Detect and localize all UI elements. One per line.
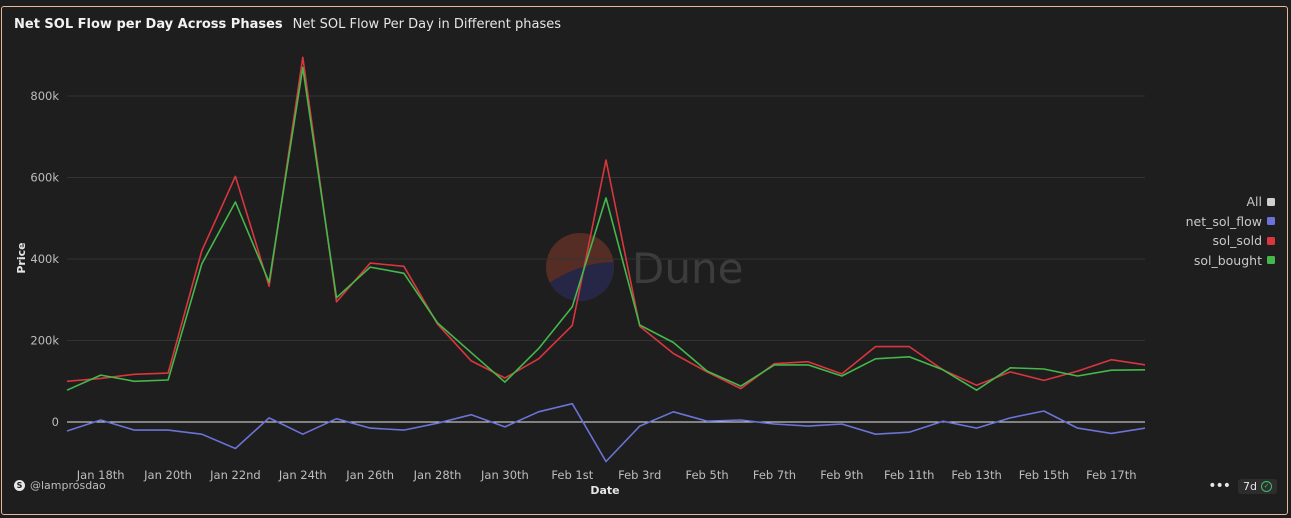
legend-label: sol_sold bbox=[1212, 233, 1262, 249]
x-tick-label: Feb 5th bbox=[685, 468, 728, 482]
dune-watermark: Dune bbox=[546, 233, 743, 301]
dune-logo-icon: S bbox=[14, 480, 25, 491]
legend-label: All bbox=[1246, 194, 1263, 210]
watermark-text: Dune bbox=[632, 244, 743, 293]
legend-swatch bbox=[1267, 256, 1275, 265]
more-options-icon[interactable]: ••• bbox=[1208, 478, 1231, 494]
x-tick-label: Feb 15th bbox=[1019, 468, 1069, 482]
time-range-label: 7d bbox=[1243, 479, 1257, 493]
x-tick-label: Feb 17th bbox=[1086, 468, 1136, 482]
chart-card: Net SOL Flow per Day Across Phases Net S… bbox=[1, 6, 1288, 515]
legend-item-all[interactable]: All bbox=[1186, 192, 1275, 212]
x-tick-label: Jan 24th bbox=[278, 468, 327, 482]
x-tick-label: Feb 7th bbox=[753, 468, 796, 482]
y-tick-label: 800k bbox=[30, 89, 59, 103]
grid-lines bbox=[67, 95, 1145, 423]
y-tick-label: 0 bbox=[52, 415, 59, 429]
y-axis-label: Price bbox=[15, 242, 28, 273]
y-tick-label: 600k bbox=[30, 171, 59, 185]
x-tick-label: Jan 20th bbox=[143, 468, 192, 482]
legend-item-net-sol-flow[interactable]: net_sol_flow bbox=[1186, 212, 1275, 232]
legend-swatch bbox=[1267, 197, 1275, 206]
series-lines bbox=[66, 56, 1146, 463]
x-axis-label: Date bbox=[590, 484, 619, 497]
y-tick-label: 200k bbox=[30, 334, 59, 348]
chart-header: Net SOL Flow per Day Across Phases Net S… bbox=[14, 17, 561, 32]
legend-swatch bbox=[1267, 217, 1275, 226]
chart-subtitle: Net SOL Flow Per Day in Different phases bbox=[292, 17, 562, 32]
x-tick-label: Jan 30th bbox=[480, 468, 529, 482]
chart-title: Net SOL Flow per Day Across Phases bbox=[14, 17, 283, 32]
x-tick-label: Jan 26th bbox=[345, 468, 394, 482]
x-tick-label: Feb 9th bbox=[820, 468, 863, 482]
x-tick-label: Feb 3rd bbox=[618, 468, 661, 482]
series-line-sol-sold bbox=[66, 56, 1146, 390]
y-tick-label: 400k bbox=[30, 252, 59, 266]
legend-item-sol-bought[interactable]: sol_bought bbox=[1186, 251, 1275, 271]
refresh-interval-badge[interactable]: 7d ✓ bbox=[1238, 478, 1277, 494]
x-tick-label: Feb 1st bbox=[551, 468, 593, 482]
series-line-net-sol-flow bbox=[66, 402, 1146, 463]
chart-actions: ••• 7d ✓ bbox=[1208, 478, 1277, 494]
legend-swatch bbox=[1267, 236, 1275, 245]
check-circle-icon: ✓ bbox=[1261, 480, 1272, 492]
x-tick-label: Feb 13th bbox=[951, 468, 1001, 482]
credit[interactable]: S @lamprosdao bbox=[14, 479, 106, 492]
y-axis: 0 200k 400k 600k 800k bbox=[30, 89, 59, 429]
x-tick-label: Jan 18th bbox=[76, 468, 125, 482]
legend: All net_sol_flow sol_sold sol_bought bbox=[1186, 192, 1275, 270]
x-axis: Jan 18th Jan 20th Jan 22nd Jan 24th Jan 26th… bbox=[76, 468, 1137, 482]
credit-handle: @lamprosdao bbox=[30, 479, 106, 492]
x-tick-label: Jan 22nd bbox=[209, 468, 261, 482]
x-tick-label: Feb 11th bbox=[884, 468, 934, 482]
legend-item-sol-sold[interactable]: sol_sold bbox=[1186, 231, 1275, 251]
legend-label: sol_bought bbox=[1193, 252, 1262, 268]
series-line-sol-bought bbox=[66, 66, 1146, 392]
x-tick-label: Jan 28th bbox=[413, 468, 462, 482]
legend-label: net_sol_flow bbox=[1185, 213, 1262, 229]
